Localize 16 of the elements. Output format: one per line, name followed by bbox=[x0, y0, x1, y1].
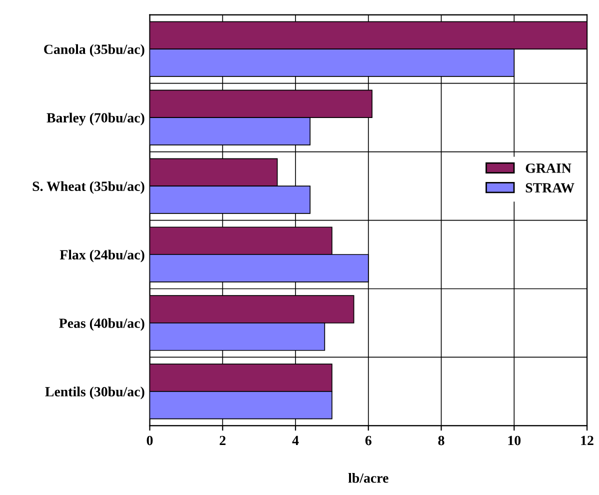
y-tick-label: Canola (35bu/ac) bbox=[44, 44, 144, 57]
y-tick-label: Lentils (30bu/ac) bbox=[45, 386, 144, 400]
x-axis-title: lb/acre bbox=[348, 473, 388, 483]
legend-label: GRAIN bbox=[526, 164, 572, 173]
y-tick-label: S. Wheat (35bu/ac) bbox=[32, 181, 144, 194]
x-tick-label: 12 bbox=[581, 436, 594, 446]
y-tick-label: Peas (40bu/ac) bbox=[59, 318, 144, 331]
x-tick-label: 6 bbox=[365, 436, 372, 446]
y-tick-label: Barley (70bu/ac) bbox=[46, 112, 144, 126]
x-tick-label: 10 bbox=[508, 436, 521, 446]
x-tick-label: 2 bbox=[220, 436, 226, 446]
x-tick-label: 8 bbox=[438, 436, 444, 446]
x-tick-label: 4 bbox=[292, 436, 299, 446]
x-tick-label: 0 bbox=[146, 436, 153, 446]
legend-label: STRAW bbox=[526, 183, 574, 193]
y-tick-label: Flax (24bu/ac) bbox=[60, 250, 144, 262]
